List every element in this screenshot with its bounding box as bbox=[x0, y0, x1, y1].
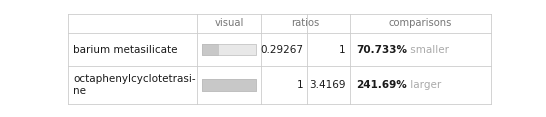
Bar bbox=[203, 44, 218, 55]
Text: 3.4169: 3.4169 bbox=[309, 80, 346, 90]
Text: 0.29267: 0.29267 bbox=[260, 45, 303, 55]
Bar bbox=[203, 79, 256, 91]
Bar bbox=[203, 44, 218, 55]
Bar bbox=[203, 44, 256, 55]
Text: 70.733%: 70.733% bbox=[356, 45, 407, 55]
Text: smaller: smaller bbox=[407, 45, 449, 55]
Text: comparisons: comparisons bbox=[389, 18, 452, 29]
Text: barium metasilicate: barium metasilicate bbox=[73, 45, 178, 55]
Text: 241.69%: 241.69% bbox=[356, 80, 407, 90]
Text: 1: 1 bbox=[339, 45, 346, 55]
Bar bbox=[203, 79, 256, 91]
Text: visual: visual bbox=[215, 18, 244, 29]
Text: octaphenylcyclotetrasi-
ne: octaphenylcyclotetrasi- ne bbox=[73, 74, 196, 96]
Text: larger: larger bbox=[407, 80, 441, 90]
Text: ratios: ratios bbox=[291, 18, 319, 29]
Bar bbox=[203, 79, 256, 91]
Text: 1: 1 bbox=[296, 80, 303, 90]
